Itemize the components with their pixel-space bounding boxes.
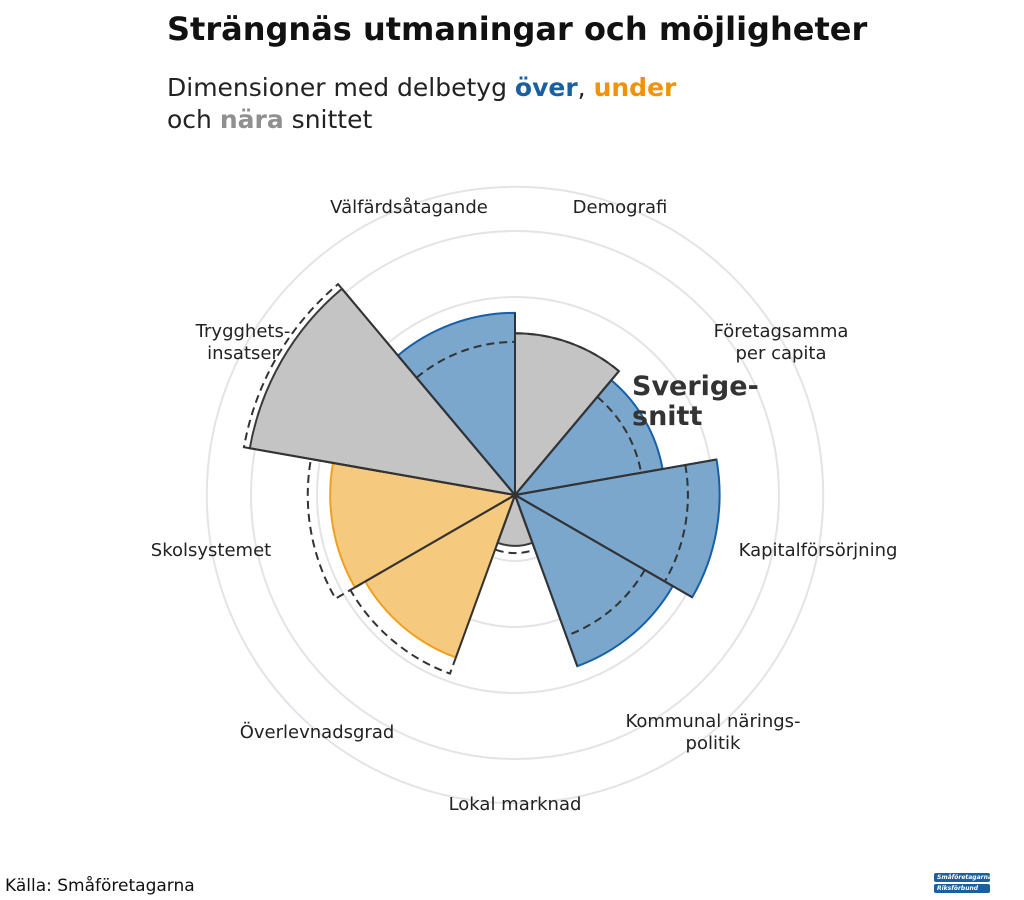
subtitle-under: under: [593, 73, 677, 102]
subtitle-over: över: [514, 73, 578, 102]
category-label-overlevnadsgrad: Överlevnadsgrad: [239, 722, 395, 743]
grid-ring: [205, 185, 825, 805]
category-label-valfardsatagande: Välfärdsåtagande: [330, 197, 488, 218]
average-label: Sverige- snitt: [632, 371, 759, 432]
average-marker-4: [493, 542, 537, 555]
average-marker-1: [596, 396, 643, 473]
bar-divider: [514, 458, 717, 496]
category-label-kapitalforsorjning: Kapitalförsörjning: [738, 540, 898, 561]
bar-divider: [397, 354, 516, 496]
average-marker-7: [242, 282, 343, 450]
average-marker-2: [663, 464, 689, 582]
subtitle-prefix: Dimensioner med delbetyg: [167, 73, 515, 102]
average-marker-6: [306, 457, 356, 600]
subtitle-suffix: snittet: [283, 105, 373, 134]
bar-divider: [354, 494, 516, 589]
bar-6: [329, 461, 518, 589]
average-marker-8: [415, 340, 516, 379]
subtitle-line2-prefix: och: [167, 105, 220, 134]
category-label-lokal-marknad: Lokal marknad: [448, 794, 582, 815]
organization-logo: Småföretagarnas Riksförbund: [934, 873, 996, 895]
chart-subtitle: Dimensioner med delbetyg över, under och …: [167, 72, 676, 136]
chart-title: Strängnäs utmaningar och möjligheter: [167, 10, 868, 48]
subtitle-nara: nära: [219, 105, 284, 134]
bar-divider: [514, 494, 674, 587]
bar-7: [248, 287, 518, 497]
subtitle-comma: ,: [577, 73, 594, 102]
bar-3: [513, 492, 675, 668]
average-marker-0: [514, 332, 620, 372]
logo-line2: Riksförbund: [934, 884, 990, 893]
bar-divider: [454, 494, 516, 658]
bar-1: [512, 378, 664, 497]
average-marker-3: [565, 569, 646, 637]
logo-line1: Småföretagarnas: [934, 873, 996, 882]
grid-ring: [250, 230, 780, 760]
category-label-foretagsamma: Företagsamma per capita: [713, 321, 849, 364]
bar-divider: [514, 494, 534, 544]
bar-2: [512, 458, 721, 599]
bar-divider: [249, 447, 516, 496]
category-label-kommunal: Kommunal närings- politik: [625, 711, 801, 754]
bar-divider: [514, 379, 613, 496]
bar-8: [396, 311, 516, 498]
average-marker-5: [349, 580, 457, 675]
category-label-skolsystemet: Skolsystemet: [150, 540, 272, 561]
source-note: Källa: Småföretagarna: [5, 876, 195, 896]
category-label-trygghetsinsatser: Trygghets- insatser: [195, 321, 291, 364]
category-label-demografi: Demografi: [572, 197, 668, 218]
bar-5: [363, 492, 517, 659]
